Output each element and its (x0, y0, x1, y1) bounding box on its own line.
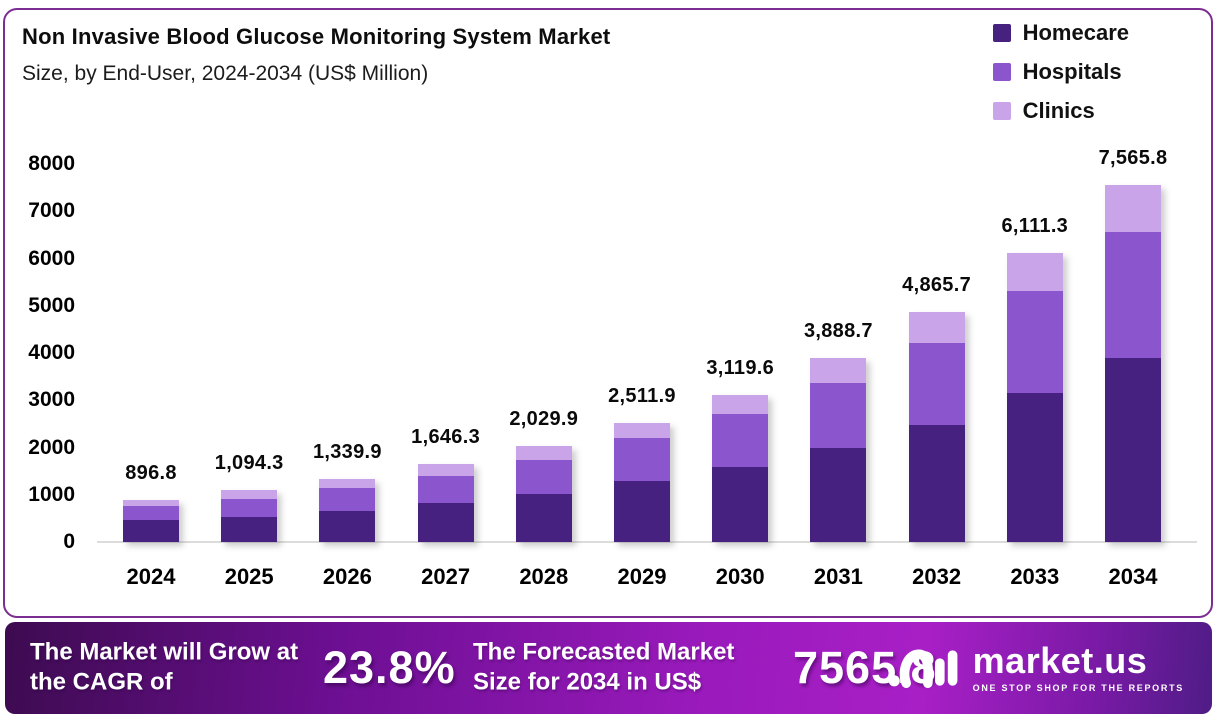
footer-banner: The Market will Grow at the CAGR of 23.8… (5, 622, 1212, 714)
x-axis-label-2026: 2026 (322, 564, 372, 589)
brand-lockup: market.us ONE STOP SHOP FOR THE REPORTS (887, 642, 1184, 694)
bar-total-label-2033: 6,111.3 (1001, 215, 1069, 238)
bar-segment-hospitals-2032 (908, 343, 965, 425)
bar-total-label-2028: 2,029.9 (509, 408, 579, 431)
bar-total-label-2034: 7,565.8 (1098, 146, 1168, 169)
bar-segment-clinics-2031 (810, 358, 867, 384)
bar-segment-clinics-2028 (515, 446, 572, 461)
bar-segment-hospitals-2034 (1105, 231, 1161, 358)
bar-segment-clinics-2025 (221, 490, 278, 499)
bar-segment-homecare-2027 (417, 503, 474, 542)
market-us-logo-icon (888, 649, 958, 688)
stacked-bar-2025 (221, 490, 278, 542)
bar-total-label-2025: 1,094.3 (214, 452, 284, 475)
bar-segment-hospitals-2033 (1006, 291, 1063, 394)
x-axis-line (97, 541, 1197, 543)
x-axis-label-2024: 2024 (126, 564, 176, 589)
bar-total-label-2026: 1,339.9 (312, 440, 382, 463)
bar-segment-clinics-2034 (1105, 184, 1161, 232)
forecast-text: The Forecasted Market Size for 2034 in U… (473, 638, 735, 696)
legend-swatch-homecare (992, 24, 1011, 42)
x-axis-label-2025: 2025 (224, 564, 274, 589)
y-axis-tick-label: 7000 (28, 199, 75, 223)
stacked-bar-2029 (614, 423, 670, 542)
chart-title: Non Invasive Blood Glucose Monitoring Sy… (22, 24, 611, 49)
stacked-bar-2034 (1105, 184, 1161, 542)
stacked-bar-2024 (123, 499, 179, 542)
bar-segment-clinics-2032 (908, 312, 965, 344)
bar-segment-hospitals-2026 (319, 488, 376, 511)
bar-segment-homecare-2030 (712, 466, 769, 542)
legend-item-clinics: Clinics (992, 98, 1129, 124)
bar-segment-clinics-2027 (417, 464, 474, 476)
x-axis-label-2028: 2028 (519, 564, 569, 589)
brand-tagline: ONE STOP SHOP FOR THE REPORTS (972, 683, 1184, 693)
bar-segment-clinics-2033 (1006, 253, 1063, 292)
bar-segment-homecare-2024 (123, 520, 179, 542)
bar-segment-homecare-2034 (1105, 357, 1161, 542)
stacked-bar-2027 (417, 464, 474, 542)
bar-segment-homecare-2029 (614, 481, 670, 542)
legend: Homecare Hospitals Clinics (992, 20, 1129, 137)
cagr-text: The Market will Grow at the CAGR of (30, 638, 299, 696)
x-axis-label-2030: 2030 (715, 564, 765, 589)
bar-total-label-2024: 896.8 (125, 461, 177, 484)
bar-total-label-2029: 2,511.9 (608, 385, 676, 408)
bar-total-label-2027: 1,646.3 (411, 426, 481, 449)
legend-swatch-hospitals (992, 63, 1011, 81)
y-axis-tick-label: 1000 (28, 482, 75, 506)
bar-segment-homecare-2025 (221, 516, 278, 542)
bar-segment-hospitals-2031 (810, 383, 867, 448)
stacked-bar-2028 (515, 446, 572, 542)
y-axis-tick-label: 4000 (28, 341, 75, 364)
bar-segment-homecare-2028 (515, 493, 572, 542)
legend-label: Hospitals (1022, 59, 1122, 84)
y-axis-tick-label: 0 (63, 530, 75, 553)
y-axis-tick-label: 8000 (28, 152, 75, 175)
bar-total-label-2031: 3,888.7 (803, 320, 873, 343)
x-axis-label-2029: 2029 (617, 564, 667, 589)
y-axis-tick-label: 2000 (28, 435, 75, 459)
bar-segment-clinics-2030 (712, 394, 769, 414)
stacked-bar-2031 (810, 358, 867, 542)
stacked-bar-2033 (1006, 253, 1063, 542)
x-axis-label-2033: 2033 (1010, 564, 1060, 589)
bar-segment-clinics-2029 (614, 423, 670, 439)
y-axis-tick-label: 5000 (28, 293, 75, 317)
bar-segment-hospitals-2027 (417, 475, 474, 504)
bar-total-label-2030: 3,119.6 (706, 356, 775, 379)
bar-segment-clinics-2024 (123, 499, 179, 507)
bar-segment-hospitals-2025 (221, 498, 278, 517)
legend-label: Clinics (1022, 98, 1095, 123)
x-axis-label-2032: 2032 (912, 564, 962, 589)
bar-total-label-2032: 4,865.7 (902, 274, 972, 297)
chart-card: Non Invasive Blood Glucose Monitoring Sy… (3, 8, 1213, 618)
bar-segment-homecare-2032 (908, 424, 965, 542)
x-axis-label-2034: 2034 (1108, 564, 1158, 589)
forecast-value: 7565.8 (793, 642, 937, 693)
brand-name: market.us (972, 640, 1148, 681)
stacked-bar-2026 (319, 478, 376, 542)
chart-subtitle: Size, by End-User, 2024-2034 (US$ Millio… (22, 62, 429, 85)
bar-segment-homecare-2026 (319, 510, 376, 542)
legend-label: Homecare (1022, 20, 1129, 45)
legend-item-homecare: Homecare (992, 20, 1129, 46)
bar-segment-homecare-2031 (810, 447, 867, 542)
bar-segment-hospitals-2028 (515, 460, 572, 494)
y-axis-tick-label: 6000 (28, 246, 75, 270)
y-axis-tick-label: 3000 (28, 388, 75, 412)
stacked-bar-2032 (908, 312, 965, 542)
legend-swatch-clinics (992, 102, 1011, 120)
stacked-bar-2030 (712, 394, 769, 542)
cagr-value: 23.8% (323, 642, 456, 693)
x-axis-label-2027: 2027 (421, 564, 471, 589)
x-axis-label-2031: 2031 (813, 564, 863, 589)
bar-segment-homecare-2033 (1006, 393, 1063, 542)
bar-segment-hospitals-2024 (123, 506, 179, 521)
bar-segment-clinics-2026 (319, 478, 376, 489)
bar-segment-hospitals-2030 (712, 413, 769, 467)
bar-segment-hospitals-2029 (614, 438, 670, 482)
legend-item-hospitals: Hospitals (992, 59, 1129, 85)
